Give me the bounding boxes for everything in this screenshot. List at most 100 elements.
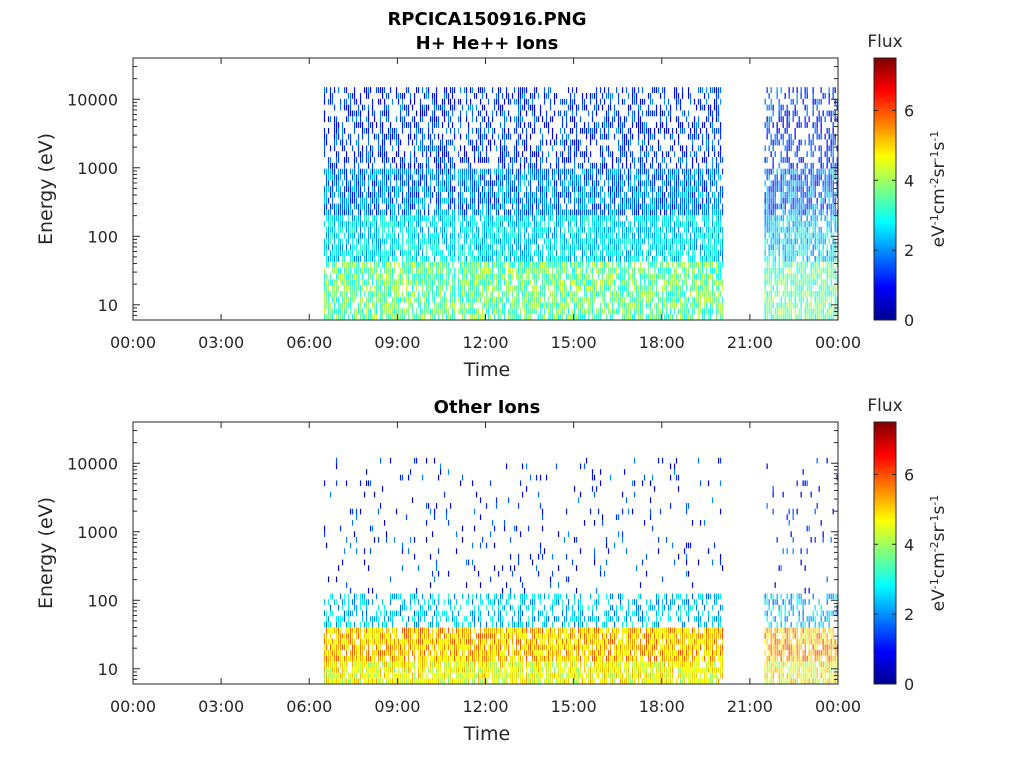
flux-cell — [461, 174, 464, 181]
flux-cell — [641, 273, 644, 280]
flux-cell — [601, 308, 604, 315]
flux-cell — [579, 238, 582, 245]
flux-cell — [509, 191, 512, 198]
flux-cell — [545, 302, 548, 309]
flux-cell — [683, 302, 686, 309]
flux-cell — [443, 308, 446, 315]
flux-cell — [373, 191, 376, 198]
flux-cell — [571, 186, 574, 192]
flux-cell — [453, 255, 456, 262]
flux-cell — [515, 296, 518, 303]
flux-cell — [329, 273, 332, 280]
flux-cell — [475, 221, 478, 227]
flux-cell — [535, 168, 538, 175]
flux-cell — [483, 186, 486, 192]
flux-cell — [487, 255, 490, 262]
flux-cell — [677, 157, 680, 163]
flux-cell — [673, 290, 676, 297]
flux-cell — [403, 203, 406, 210]
flux-cell — [379, 209, 382, 216]
flux-cell — [647, 203, 650, 210]
flux-cell — [597, 221, 600, 227]
flux-cell — [591, 290, 594, 297]
flux-cell — [437, 151, 440, 158]
flux-cell — [431, 267, 434, 274]
flux-cell — [433, 314, 436, 320]
flux-cell — [677, 221, 680, 227]
flux-cell — [429, 139, 432, 146]
flux-cell — [415, 197, 418, 204]
flux-cell — [351, 209, 354, 216]
flux-cell — [323, 186, 326, 192]
flux-cell — [615, 168, 618, 175]
flux-cell — [333, 296, 336, 303]
flux-cell — [353, 122, 356, 128]
flux-cell — [505, 238, 508, 245]
flux-cell — [537, 221, 540, 227]
flux-cell — [643, 215, 646, 222]
flux-cell — [661, 87, 664, 94]
flux-cell — [603, 98, 606, 105]
flux-cell — [545, 244, 548, 251]
flux-cell — [577, 209, 580, 216]
flux-cell — [367, 232, 370, 239]
flux-cell — [391, 226, 394, 233]
flux-cell — [463, 244, 466, 251]
flux-cell — [589, 186, 592, 192]
flux-cell — [675, 203, 678, 210]
flux-cell — [653, 168, 656, 175]
flux-cell — [333, 168, 336, 175]
flux-cell — [633, 250, 636, 256]
flux-cell — [503, 267, 506, 274]
flux-cell — [333, 261, 336, 268]
flux-cell — [511, 221, 514, 227]
flux-cell — [353, 174, 356, 181]
flux-cell — [341, 308, 344, 315]
flux-cell — [653, 232, 656, 239]
flux-cell — [381, 296, 384, 303]
flux-cell — [643, 279, 646, 286]
flux-cell — [495, 93, 498, 99]
flux-cell — [467, 133, 470, 140]
flux-cell — [513, 145, 516, 152]
flux-cell — [413, 191, 416, 198]
flux-cell — [373, 314, 376, 320]
flux-cell — [457, 180, 460, 187]
flux-cell — [685, 279, 688, 286]
flux-cell — [381, 221, 384, 227]
flux-cell — [603, 226, 606, 233]
flux-cell — [427, 273, 430, 280]
flux-cell — [639, 191, 642, 198]
flux-cell — [677, 273, 680, 280]
flux-cell — [661, 122, 664, 128]
flux-cell — [625, 226, 628, 233]
flux-cell — [581, 314, 584, 320]
flux-cell — [479, 261, 482, 268]
flux-cell — [621, 197, 624, 204]
flux-cell — [641, 191, 644, 198]
flux-cell — [583, 151, 586, 158]
flux-cell — [679, 157, 682, 163]
flux-cell — [605, 285, 608, 291]
flux-cell — [363, 197, 366, 204]
flux-cell — [685, 267, 688, 274]
flux-cell — [367, 139, 370, 146]
flux-cell — [487, 127, 490, 134]
flux-cell — [513, 197, 516, 204]
flux-cell — [631, 197, 634, 204]
flux-cell — [329, 209, 332, 216]
flux-cell — [489, 250, 492, 256]
flux-cell — [551, 302, 554, 309]
flux-cell — [645, 255, 648, 262]
flux-cell — [523, 232, 526, 239]
flux-cell — [611, 250, 614, 256]
flux-cell — [687, 308, 690, 315]
flux-cell — [519, 285, 522, 291]
flux-cell — [623, 238, 626, 245]
flux-cell — [523, 180, 526, 187]
flux-cell — [563, 232, 566, 239]
flux-cell — [641, 197, 644, 204]
flux-cell — [325, 314, 328, 320]
flux-cell — [505, 93, 508, 99]
flux-cell — [373, 116, 376, 123]
